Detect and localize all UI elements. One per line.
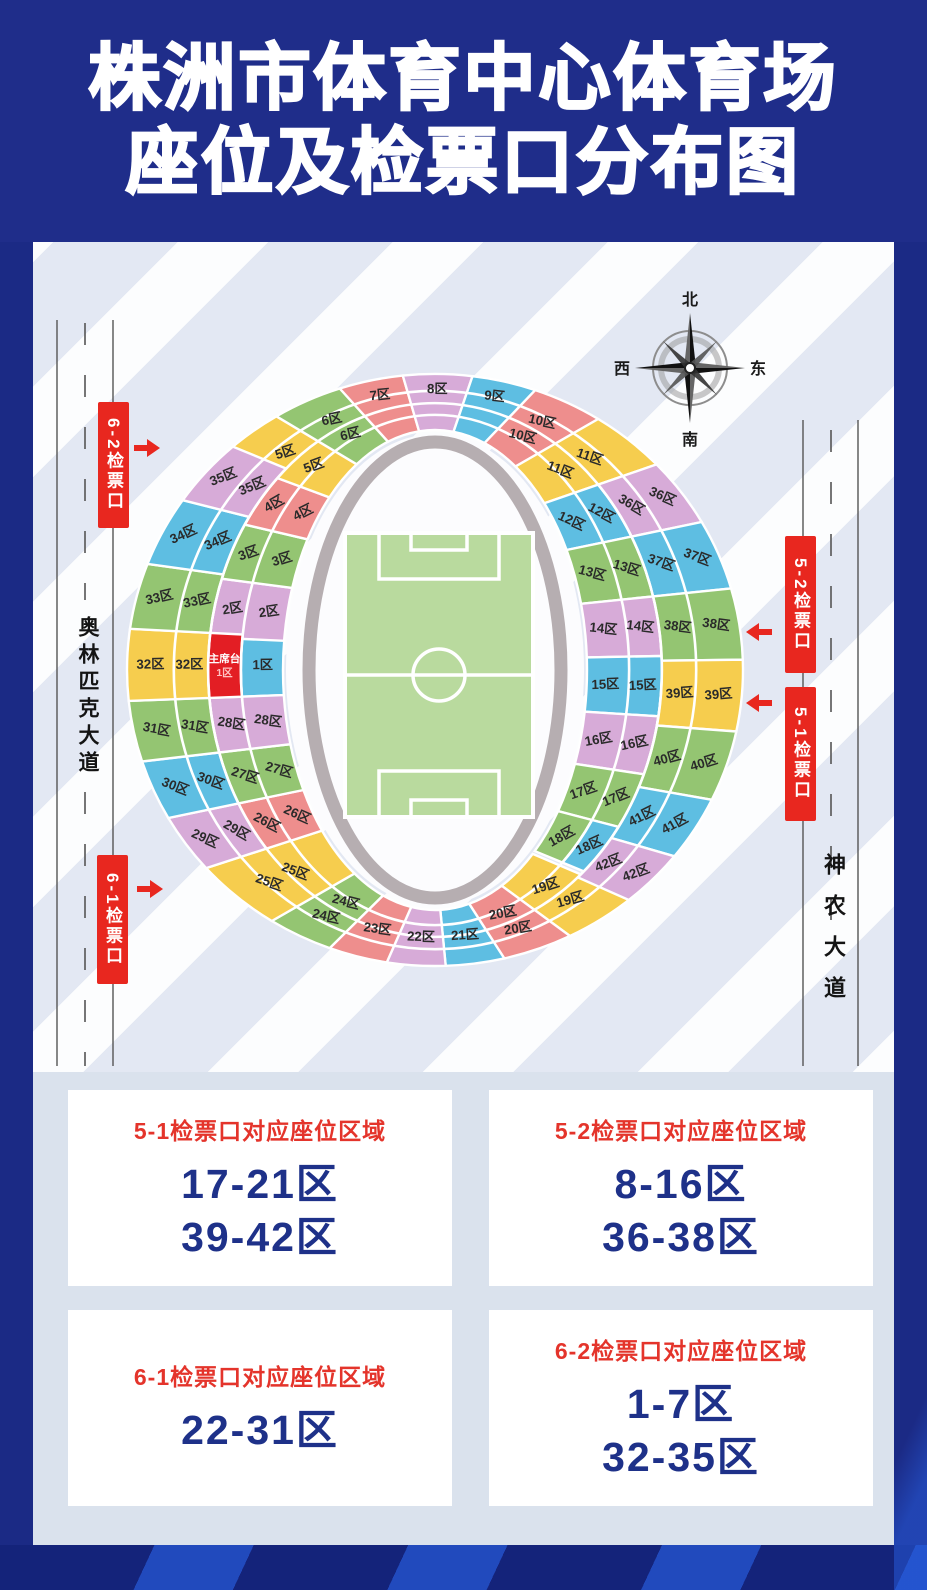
road-label-shennong-avenue: 神农大道 [821,853,846,1017]
card-range: 8-16区 [614,1160,748,1207]
footer-stripes [0,1545,927,1590]
card-title: 6-2检票口对应座位区域 [554,1337,808,1364]
compass-west-label: 西 [614,360,630,378]
title-line-1: 株洲市体育中心体育场 [87,38,839,121]
card-range: 1-7区 [626,1380,736,1427]
card-range: 36-38区 [602,1214,760,1260]
card-title: 5-2检票口对应座位区域 [554,1117,808,1144]
gate-card-5-1: 5-1检票口对应座位区域 17-21区 39-42区 [68,1090,452,1286]
arrow-left-icon [744,621,774,643]
gate-label-6-2: 6-2检票口 [98,402,129,528]
card-range: 32-35区 [602,1434,760,1480]
arrow-left-icon [744,692,774,714]
arrow-right-icon [135,878,165,900]
card-title: 6-1检票口对应座位区域 [133,1364,387,1391]
gate-card-5-2: 5-2检票口对应座位区域 8-16区 36-38区 [489,1090,873,1286]
card-title: 5-1检票口对应座位区域 [133,1117,387,1144]
gate-card-6-1: 6-1检票口对应座位区域 22-31区 [68,1310,452,1506]
gate-cards-zone: 5-1检票口对应座位区域 17-21区 39-42区 5-2检票口对应座位区域 … [33,1072,894,1545]
gate-label-5-2: 5-2检票口 [785,536,816,673]
compass-north-label: 北 [682,291,698,309]
road-label-olympic-avenue: 奥林匹克大道 [76,616,99,778]
compass-icon: 北 南 西 东 [605,283,775,453]
card-range: 39-42区 [181,1214,339,1260]
card-range: 22-31区 [181,1407,339,1454]
gate-card-6-2: 6-2检票口对应座位区域 1-7区 32-35区 [489,1310,873,1506]
title-block: 株洲市体育中心体育场 座位及检票口分布图 [0,0,927,242]
gate-label-6-1: 6-1检票口 [97,855,128,984]
card-range: 17-21区 [181,1160,339,1207]
compass-south-label: 南 [682,430,698,449]
compass-east-label: 东 [750,359,766,378]
arrow-right-icon [132,437,162,459]
title-line-2: 座位及检票口分布图 [125,122,801,205]
gate-label-5-1: 5-1检票口 [785,687,816,821]
